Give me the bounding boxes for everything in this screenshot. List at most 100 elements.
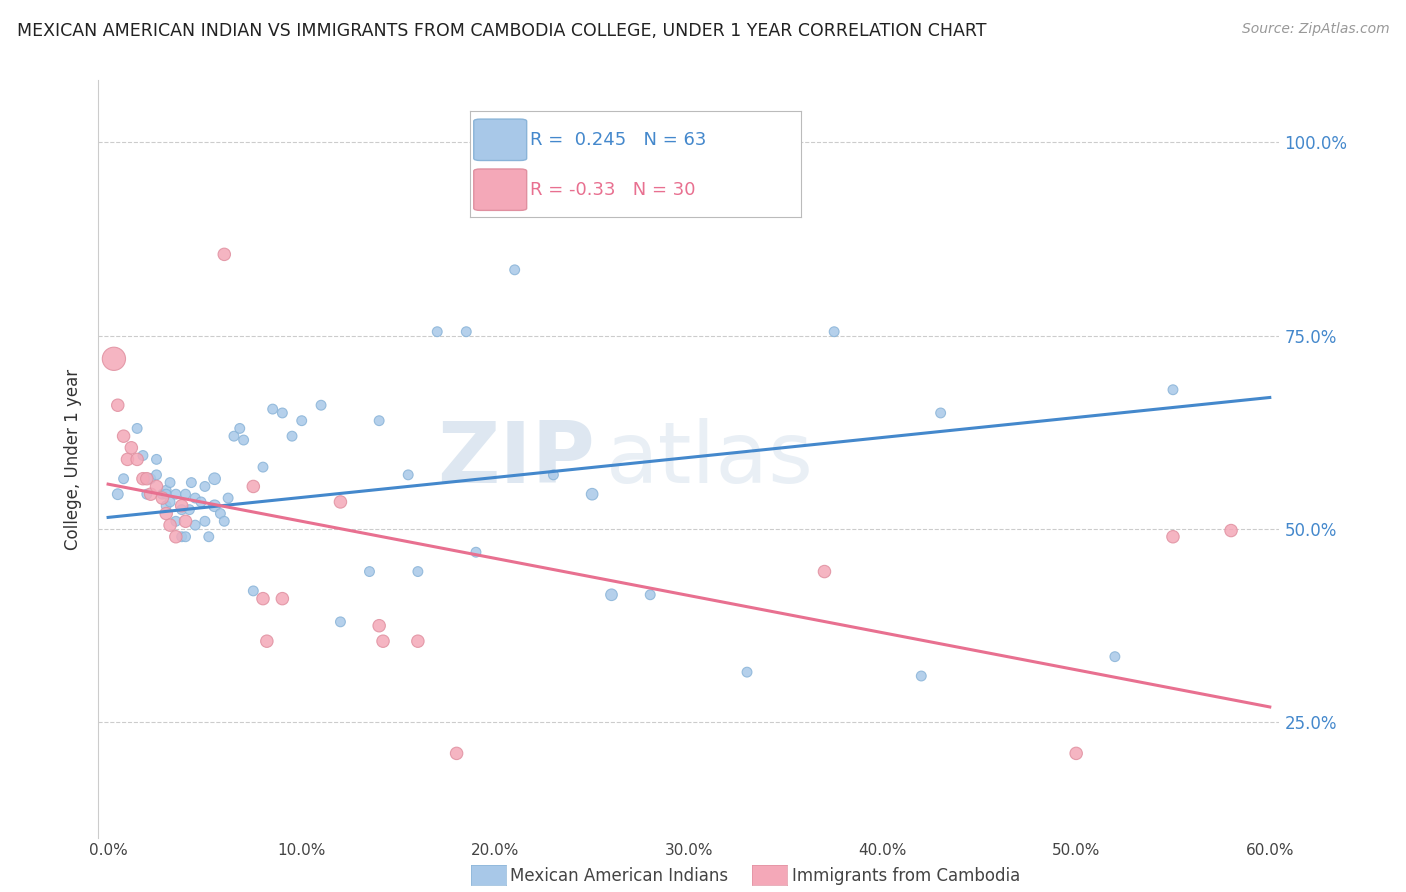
Point <box>184 518 207 533</box>
Point <box>309 398 332 412</box>
Point <box>184 491 207 505</box>
Point <box>291 414 314 428</box>
Point <box>170 530 193 544</box>
Point <box>281 429 304 443</box>
Point <box>194 514 217 528</box>
Point <box>229 421 252 435</box>
Point <box>1064 747 1087 761</box>
Point <box>145 467 167 482</box>
Point <box>406 634 429 648</box>
Point <box>371 634 394 648</box>
Point <box>155 507 177 521</box>
Point <box>1161 383 1184 397</box>
Point <box>271 591 294 606</box>
Point <box>209 507 232 521</box>
Point <box>150 491 173 505</box>
Point <box>120 441 142 455</box>
Point <box>543 467 565 482</box>
Text: ZIP: ZIP <box>437 417 595 501</box>
Point <box>112 472 135 486</box>
Point <box>214 514 236 528</box>
Text: atlas: atlas <box>606 417 814 501</box>
Point <box>174 514 197 528</box>
Text: Mexican American Indians: Mexican American Indians <box>510 867 728 885</box>
Point <box>170 502 193 516</box>
Point <box>581 487 603 501</box>
Point <box>127 452 149 467</box>
Point <box>159 475 181 490</box>
Point <box>252 460 274 475</box>
Point <box>165 530 187 544</box>
Text: Source: ZipAtlas.com: Source: ZipAtlas.com <box>1241 22 1389 37</box>
Point <box>112 429 135 443</box>
Text: MEXICAN AMERICAN INDIAN VS IMMIGRANTS FROM CAMBODIA COLLEGE, UNDER 1 YEAR CORREL: MEXICAN AMERICAN INDIAN VS IMMIGRANTS FR… <box>17 22 987 40</box>
Point <box>145 452 167 467</box>
Point <box>232 433 254 447</box>
Point <box>190 495 212 509</box>
Point <box>127 421 149 435</box>
Point <box>132 472 155 486</box>
Point <box>242 479 264 493</box>
Point <box>271 406 294 420</box>
Point <box>1220 524 1243 538</box>
Point <box>132 449 155 463</box>
Point <box>368 618 391 632</box>
Point <box>165 514 187 528</box>
Point <box>214 247 236 261</box>
Point <box>150 487 173 501</box>
Point <box>813 565 835 579</box>
Point <box>155 483 177 498</box>
Point <box>222 429 245 443</box>
Point <box>145 479 167 493</box>
Point <box>396 467 419 482</box>
Point <box>1161 530 1184 544</box>
Point <box>174 487 197 501</box>
Text: Immigrants from Cambodia: Immigrants from Cambodia <box>792 867 1019 885</box>
Point <box>456 325 478 339</box>
Point <box>174 530 197 544</box>
Point <box>426 325 449 339</box>
Point <box>139 487 162 501</box>
Point <box>465 545 488 559</box>
Point <box>256 634 278 648</box>
Point <box>155 499 177 513</box>
Point <box>204 472 226 486</box>
Point <box>638 588 661 602</box>
Point <box>107 398 129 412</box>
Point <box>359 565 381 579</box>
Point <box>929 406 952 420</box>
Point <box>194 479 217 493</box>
Point <box>179 502 201 516</box>
Point <box>197 530 219 544</box>
Point <box>103 351 125 366</box>
Point <box>406 565 429 579</box>
Point <box>139 472 162 486</box>
Point <box>262 402 284 417</box>
Point <box>217 491 239 505</box>
Point <box>165 487 187 501</box>
Point <box>159 495 181 509</box>
Point <box>242 583 264 598</box>
Point <box>180 475 202 490</box>
Point <box>329 495 352 509</box>
Point <box>910 669 932 683</box>
Point <box>368 414 391 428</box>
Point <box>1104 649 1126 664</box>
Point <box>446 747 468 761</box>
Point <box>135 487 157 501</box>
Point <box>135 472 157 486</box>
Point <box>155 487 177 501</box>
Point <box>600 588 623 602</box>
Point <box>117 452 139 467</box>
Point <box>329 615 352 629</box>
Y-axis label: College, Under 1 year: College, Under 1 year <box>65 368 83 550</box>
Point <box>159 518 181 533</box>
Point <box>170 499 193 513</box>
Point <box>735 665 758 680</box>
Point <box>823 325 845 339</box>
Point <box>503 263 526 277</box>
Point <box>204 499 226 513</box>
Point <box>107 487 129 501</box>
Point <box>135 472 157 486</box>
Point <box>252 591 274 606</box>
